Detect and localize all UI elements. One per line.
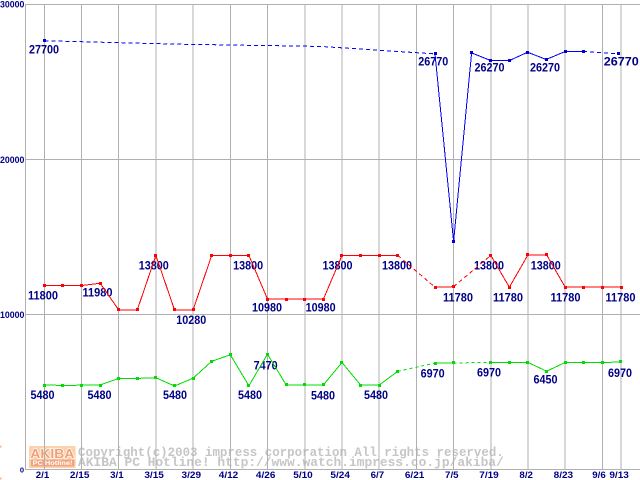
- svg-text:3/15: 3/15: [144, 470, 164, 480]
- svg-text:5480: 5480: [364, 388, 388, 402]
- svg-text:11780: 11780: [606, 291, 636, 305]
- svg-text:AKIBA PC Hotline! http://www.: AKIBA PC Hotline! http://www.watch.impre…: [78, 455, 504, 470]
- svg-text:10980: 10980: [306, 301, 336, 315]
- svg-text:5480: 5480: [238, 388, 262, 402]
- svg-text:6450: 6450: [534, 373, 558, 387]
- svg-text:4/26: 4/26: [256, 470, 276, 480]
- svg-text:Copyright(c)2003 impress corpo: Copyright(c)2003 impress corporation All…: [78, 445, 504, 460]
- svg-text:7/5: 7/5: [445, 470, 459, 480]
- svg-text:4/12: 4/12: [219, 470, 239, 480]
- svg-text:26770: 26770: [604, 55, 639, 69]
- svg-text:5480: 5480: [31, 388, 55, 402]
- svg-text:5/24: 5/24: [330, 470, 350, 480]
- svg-text:AKIBA: AKIBA: [30, 447, 74, 461]
- svg-text:10980: 10980: [252, 301, 282, 315]
- svg-text:7/19: 7/19: [479, 470, 499, 480]
- svg-text:5480: 5480: [88, 388, 112, 402]
- svg-text:10280: 10280: [176, 313, 206, 327]
- svg-text:6/7: 6/7: [371, 470, 385, 480]
- svg-text:11780: 11780: [493, 291, 523, 305]
- svg-text:3/1: 3/1: [110, 470, 124, 480]
- svg-text:10000: 10000: [0, 310, 24, 321]
- svg-text:6970: 6970: [608, 366, 632, 380]
- svg-text:9/6: 9/6: [592, 470, 606, 480]
- svg-text:20000: 20000: [0, 155, 24, 166]
- svg-text:11800: 11800: [28, 289, 58, 303]
- svg-text:26770: 26770: [418, 55, 448, 69]
- svg-text:5480: 5480: [311, 389, 335, 403]
- svg-text:13800: 13800: [382, 258, 412, 272]
- svg-text:13800: 13800: [474, 258, 504, 272]
- svg-text:2/1: 2/1: [36, 470, 50, 480]
- svg-text:9/13: 9/13: [609, 470, 629, 480]
- svg-text:13800: 13800: [139, 258, 169, 272]
- svg-text:6970: 6970: [421, 367, 445, 381]
- svg-text:8/2: 8/2: [519, 470, 533, 480]
- svg-text:11980: 11980: [83, 286, 113, 300]
- svg-text:PC Hotline!: PC Hotline!: [33, 460, 73, 467]
- svg-text:3/29: 3/29: [182, 470, 202, 480]
- svg-text:13800: 13800: [531, 259, 561, 273]
- svg-text:8/23: 8/23: [554, 470, 574, 480]
- svg-text:0: 0: [20, 465, 24, 474]
- svg-text:30000: 30000: [0, 0, 24, 11]
- svg-text:13800: 13800: [233, 258, 263, 272]
- svg-text:6/21: 6/21: [405, 470, 425, 480]
- svg-text:11780: 11780: [551, 291, 581, 305]
- svg-text:27700: 27700: [29, 43, 59, 57]
- svg-text:5/10: 5/10: [293, 470, 313, 480]
- svg-text:5480: 5480: [163, 388, 187, 402]
- svg-text:26270: 26270: [475, 61, 505, 75]
- svg-text:6970: 6970: [477, 366, 501, 380]
- svg-text:2/15: 2/15: [70, 470, 90, 480]
- svg-text:26270: 26270: [530, 61, 560, 75]
- svg-text:11780: 11780: [443, 291, 473, 305]
